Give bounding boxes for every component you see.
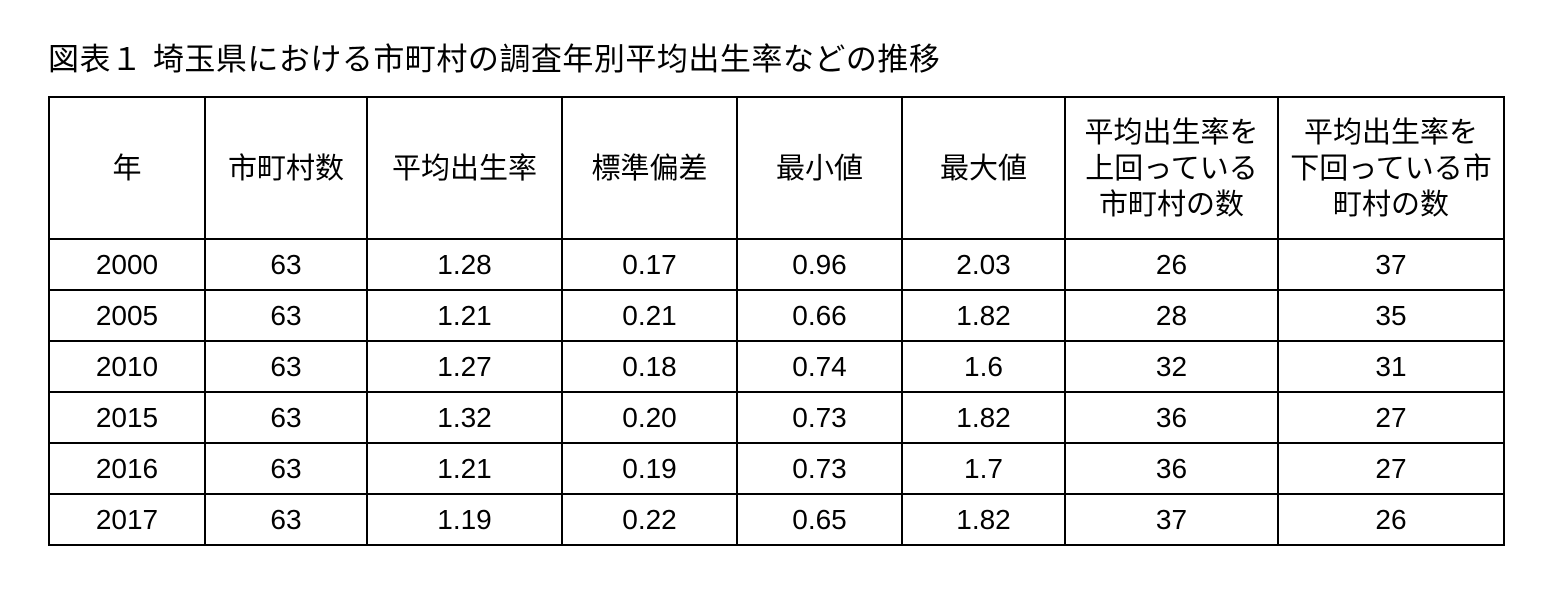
table-row: 2005 63 1.21 0.21 0.66 1.82 28 35 — [48, 289, 1505, 342]
table-row: 2010 63 1.27 0.18 0.74 1.6 32 31 — [48, 340, 1505, 393]
header-below-average-count: 平均出生率を 下回っている市 町村の数 — [1277, 96, 1505, 240]
cell-minimum: 0.66 — [736, 289, 903, 342]
cell-above-average-count: 26 — [1064, 238, 1279, 291]
cell-below-average-count: 31 — [1277, 340, 1505, 393]
cell-above-average-count: 36 — [1064, 391, 1279, 444]
table-header-row: 年 市町村数 平均出生率 標準偏差 最小値 最大値 平均出生率を 上回っている … — [48, 96, 1505, 240]
cell-year: 2000 — [48, 238, 206, 291]
cell-municipality-count: 63 — [204, 391, 368, 444]
header-year: 年 — [48, 96, 206, 240]
table-row: 2016 63 1.21 0.19 0.73 1.7 36 27 — [48, 442, 1505, 495]
cell-maximum: 1.82 — [901, 289, 1066, 342]
cell-below-average-count: 27 — [1277, 442, 1505, 495]
cell-year: 2017 — [48, 493, 206, 546]
cell-average-birth-rate: 1.27 — [366, 340, 563, 393]
table-row: 2017 63 1.19 0.22 0.65 1.82 37 26 — [48, 493, 1505, 546]
cell-year: 2010 — [48, 340, 206, 393]
cell-standard-deviation: 0.18 — [561, 340, 738, 393]
cell-year: 2016 — [48, 442, 206, 495]
birth-rate-table: 年 市町村数 平均出生率 標準偏差 最小値 最大値 平均出生率を 上回っている … — [48, 96, 1505, 546]
cell-maximum: 1.82 — [901, 391, 1066, 444]
cell-municipality-count: 63 — [204, 289, 368, 342]
cell-above-average-count: 32 — [1064, 340, 1279, 393]
cell-below-average-count: 35 — [1277, 289, 1505, 342]
cell-minimum: 0.74 — [736, 340, 903, 393]
table-row: 2015 63 1.32 0.20 0.73 1.82 36 27 — [48, 391, 1505, 444]
cell-municipality-count: 63 — [204, 493, 368, 546]
cell-above-average-count: 28 — [1064, 289, 1279, 342]
page-title: 図表１ 埼玉県における市町村の調査年別平均出生率などの推移 — [48, 42, 941, 78]
cell-maximum: 1.7 — [901, 442, 1066, 495]
header-standard-deviation: 標準偏差 — [561, 96, 738, 240]
cell-standard-deviation: 0.21 — [561, 289, 738, 342]
cell-municipality-count: 63 — [204, 442, 368, 495]
cell-standard-deviation: 0.17 — [561, 238, 738, 291]
header-municipality-count: 市町村数 — [204, 96, 368, 240]
cell-municipality-count: 63 — [204, 238, 368, 291]
cell-standard-deviation: 0.19 — [561, 442, 738, 495]
cell-average-birth-rate: 1.32 — [366, 391, 563, 444]
cell-municipality-count: 63 — [204, 340, 368, 393]
cell-maximum: 1.82 — [901, 493, 1066, 546]
cell-below-average-count: 27 — [1277, 391, 1505, 444]
cell-average-birth-rate: 1.19 — [366, 493, 563, 546]
cell-standard-deviation: 0.20 — [561, 391, 738, 444]
cell-maximum: 1.6 — [901, 340, 1066, 393]
cell-minimum: 0.73 — [736, 442, 903, 495]
cell-below-average-count: 37 — [1277, 238, 1505, 291]
cell-minimum: 0.73 — [736, 391, 903, 444]
cell-above-average-count: 37 — [1064, 493, 1279, 546]
header-above-average-count: 平均出生率を 上回っている 市町村の数 — [1064, 96, 1279, 240]
cell-below-average-count: 26 — [1277, 493, 1505, 546]
cell-standard-deviation: 0.22 — [561, 493, 738, 546]
header-minimum: 最小値 — [736, 96, 903, 240]
header-maximum: 最大値 — [901, 96, 1066, 240]
cell-average-birth-rate: 1.28 — [366, 238, 563, 291]
cell-above-average-count: 36 — [1064, 442, 1279, 495]
cell-average-birth-rate: 1.21 — [366, 442, 563, 495]
cell-year: 2015 — [48, 391, 206, 444]
cell-average-birth-rate: 1.21 — [366, 289, 563, 342]
table-row: 2000 63 1.28 0.17 0.96 2.03 26 37 — [48, 238, 1505, 291]
cell-maximum: 2.03 — [901, 238, 1066, 291]
cell-year: 2005 — [48, 289, 206, 342]
header-average-birth-rate: 平均出生率 — [366, 96, 563, 240]
cell-minimum: 0.65 — [736, 493, 903, 546]
cell-minimum: 0.96 — [736, 238, 903, 291]
